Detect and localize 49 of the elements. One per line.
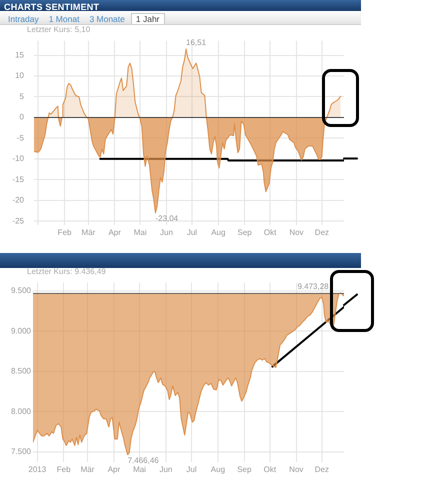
- x-tick-label: Nov: [289, 465, 304, 474]
- y-tick-label: 9.500: [10, 286, 32, 296]
- x-tick-label: Feb: [58, 228, 72, 238]
- x-tick-label: Dez: [314, 465, 329, 474]
- annotation: 7.466,46: [128, 456, 160, 465]
- x-tick-label: 2013: [28, 465, 47, 474]
- x-tick-label: Jun: [160, 228, 173, 238]
- x-tick-label: Aug: [211, 228, 226, 238]
- chart-subtitle: Letzter Kurs: 9.436,49: [27, 267, 106, 276]
- annotation: 9.473,28: [297, 282, 330, 292]
- x-tick-label: Okt: [264, 228, 278, 238]
- y-tick-label: 0: [20, 112, 25, 122]
- header-banner: CHARTS SENTIMENT: [0, 0, 361, 11]
- x-tick-label: Sep: [237, 465, 252, 474]
- annotation: 16,51: [186, 38, 207, 48]
- x-tick-label: Apr: [108, 465, 121, 474]
- x-tick-label: Dez: [314, 228, 330, 238]
- annotation: -23,04: [155, 214, 179, 224]
- tab[interactable]: 1 Jahr: [130, 13, 165, 24]
- tab[interactable]: 3 Monate: [85, 13, 129, 24]
- y-tick-label: -10: [12, 154, 25, 164]
- y-tick-label: 15: [15, 50, 25, 60]
- y-tick-label: 8.000: [10, 406, 32, 416]
- x-tick-label: Mär: [80, 465, 95, 474]
- x-tick-label: Aug: [210, 465, 226, 474]
- x-tick-label: Okt: [264, 465, 277, 474]
- y-tick-label: -25: [12, 216, 25, 226]
- x-tick-label: Mai: [133, 465, 146, 474]
- x-tick-label: Jul: [186, 465, 197, 474]
- y-tick-label: 8.500: [10, 366, 32, 376]
- y-tick-label: -5: [16, 133, 25, 142]
- x-tick-label: Apr: [108, 228, 122, 238]
- y-tick-label: 7.500: [10, 447, 32, 456]
- y-tick-label: -20: [12, 196, 25, 205]
- chart-title: CHARTS SENTIMENT: [4, 2, 100, 12]
- x-tick-label: Mär: [81, 228, 96, 238]
- x-tick-label: Jun: [159, 465, 172, 474]
- x-tick-label: Sep: [238, 228, 252, 238]
- x-tick-label: Jul: [186, 228, 198, 238]
- tab[interactable]: Intraday: [4, 13, 43, 24]
- y-tick-label: 9.000: [10, 326, 32, 336]
- x-tick-label: Mai: [134, 228, 147, 238]
- y-tick-label: -15: [12, 174, 25, 184]
- tab[interactable]: 1 Monat: [44, 13, 84, 24]
- x-tick-label: Nov: [289, 228, 304, 238]
- chart-subtitle: Letzter Kurs: 5,10: [27, 25, 90, 34]
- y-tick-label: 5: [20, 92, 25, 101]
- y-tick-label: 10: [15, 71, 25, 80]
- x-tick-label: Feb: [56, 465, 72, 474]
